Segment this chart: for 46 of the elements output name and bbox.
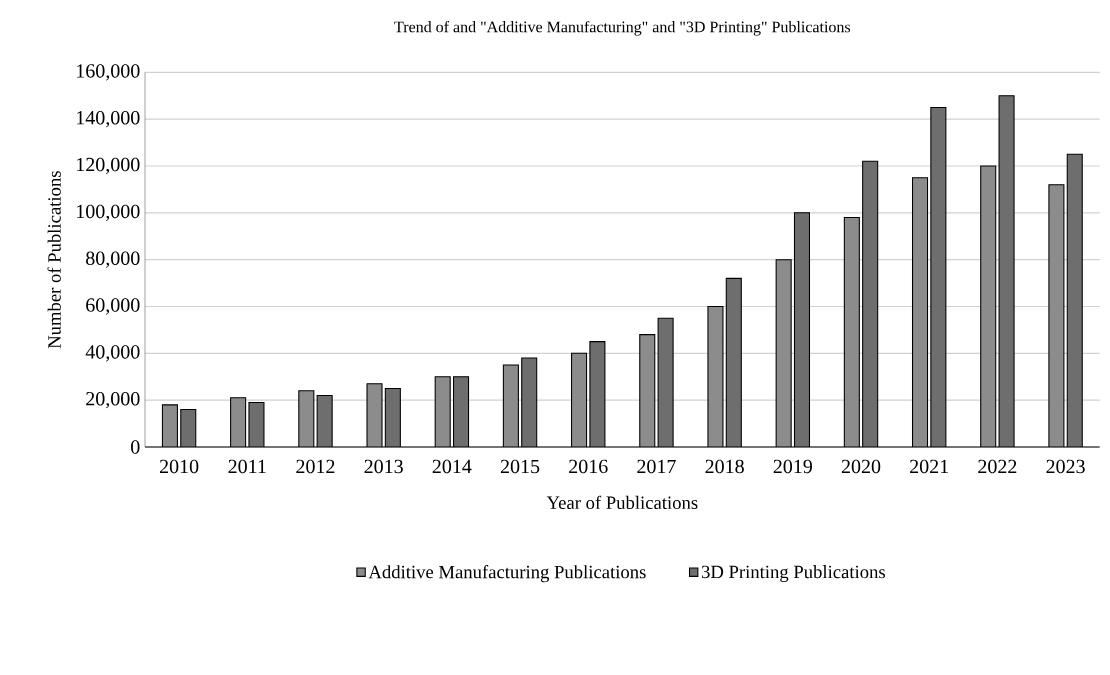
x-tick-label: 2010 (159, 459, 199, 474)
y-tick-label: 160,000 (77, 64, 140, 81)
y-tick-label: 100,000 (77, 204, 140, 222)
x-tick-label: 2020 (841, 459, 881, 474)
x-tick-label: 2011 (228, 459, 266, 474)
chart-title: Trend of and "Additive Manufacturing" and "3D Printing" Publications (394, 20, 851, 36)
y-axis-title: Number of Publications (47, 171, 61, 349)
y-tick-label: 40,000 (85, 345, 140, 362)
bar (385, 388, 401, 447)
bar (180, 409, 196, 447)
y-tick-label: 80,000 (86, 251, 140, 268)
x-tick-label: 2016 (569, 459, 608, 474)
bar (453, 376, 469, 447)
x-tick-label: 2013 (364, 459, 403, 474)
bar (521, 358, 537, 447)
y-tick-label: 140,000 (77, 110, 140, 128)
bar (862, 161, 878, 447)
x-tick-label: 2015 (500, 459, 540, 474)
bar (571, 353, 587, 447)
bar (162, 404, 178, 447)
y-tick-label: 20,000 (86, 391, 140, 409)
bar (794, 212, 810, 447)
x-tick-label: 2022 (978, 459, 1017, 474)
x-tick-label: 2014 (432, 459, 472, 474)
x-tick-label: 2018 (705, 459, 744, 474)
bar (639, 334, 655, 447)
bar (980, 166, 996, 447)
bar (435, 376, 451, 447)
bar (1066, 153, 1083, 447)
legend-label: 3D Printing Publications (701, 565, 885, 583)
x-tick-label: 2012 (296, 459, 335, 474)
bar (726, 278, 742, 447)
legend-label: Additive Manufacturing Publications (368, 564, 646, 583)
bar (230, 397, 246, 447)
y-tick-label: 60,000 (86, 298, 140, 315)
x-axis-title: Year of Publications (546, 495, 698, 510)
bar (844, 217, 860, 447)
bar (298, 390, 314, 447)
x-tick-label: 2019 (773, 459, 812, 474)
x-tick-label: 2023 (1046, 459, 1085, 474)
bar (503, 365, 519, 447)
bar (912, 177, 928, 447)
y-tick-label: 120,000 (77, 157, 140, 175)
x-tick-label: 2017 (637, 459, 676, 474)
x-tick-label: 2021 (910, 459, 948, 474)
y-tick-label: 0 (131, 440, 140, 454)
